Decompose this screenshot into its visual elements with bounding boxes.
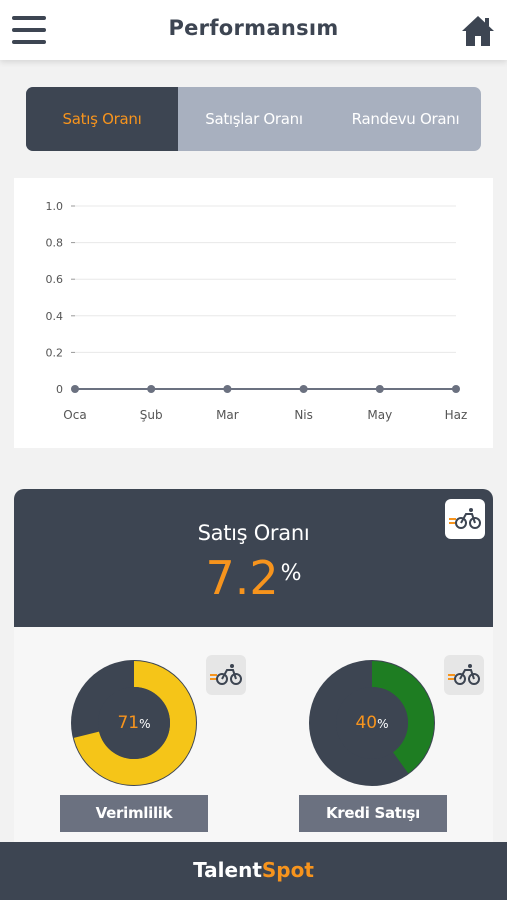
bicycle-icon bbox=[449, 508, 481, 529]
hamburger-icon-bar bbox=[12, 16, 46, 20]
gauge-label-kredi[interactable]: Kredi Satışı bbox=[299, 795, 447, 832]
stat-header: Satış Oranı 7.2% bbox=[14, 489, 493, 627]
bike-button-kredi[interactable] bbox=[444, 655, 484, 695]
bike-button-main[interactable] bbox=[445, 499, 485, 539]
stat-value-unit: % bbox=[280, 561, 302, 586]
data-point bbox=[147, 385, 156, 393]
data-point bbox=[299, 385, 308, 393]
tab-satislar-orani[interactable]: Satışlar Oranı bbox=[205, 110, 303, 128]
y-tick-label: 1.0 bbox=[46, 200, 64, 213]
bicycle-icon bbox=[210, 664, 242, 685]
stat-value-number: 7.2 bbox=[205, 551, 279, 605]
line-chart: 1.0 0.8 0.6 0.4 0.2 0 Oca Şub Mar Nis May Haz bbox=[14, 178, 493, 448]
gauge-label-verimlilik[interactable]: Verimlilik bbox=[60, 795, 208, 832]
x-tick-label: Haz bbox=[445, 408, 468, 422]
gauge-ring bbox=[71, 660, 197, 786]
tab-satis-orani[interactable]: Satış Oranı bbox=[26, 87, 178, 151]
app-header: Performansım bbox=[0, 0, 507, 60]
y-tick-label: 0.4 bbox=[46, 310, 64, 323]
x-tick-label: Oca bbox=[63, 408, 86, 422]
footer-brand: TalentSpot bbox=[0, 842, 507, 900]
stat-value: 7.2% bbox=[14, 551, 493, 605]
home-button[interactable] bbox=[461, 14, 495, 48]
x-tick-label: Şub bbox=[140, 408, 163, 422]
gauge-value: 71% bbox=[117, 713, 151, 733]
hamburger-icon-bar bbox=[12, 40, 46, 44]
hamburger-icon-bar bbox=[12, 28, 46, 32]
data-point bbox=[375, 385, 384, 393]
y-tick-label: 0.6 bbox=[46, 273, 64, 286]
stat-label: Satış Oranı bbox=[197, 521, 310, 545]
y-tick-label: 0.8 bbox=[46, 237, 64, 250]
brand-left: Talent bbox=[193, 858, 262, 882]
x-tick-label: Nis bbox=[294, 408, 313, 422]
bicycle-icon bbox=[448, 664, 480, 685]
data-point bbox=[223, 385, 232, 393]
gauge-ring bbox=[309, 660, 435, 786]
x-tick-label: May bbox=[367, 408, 392, 422]
y-tick-label: 0.2 bbox=[46, 346, 64, 359]
tab-bar: Satış Oranı Satışlar Oranı Randevu Oranı bbox=[26, 87, 481, 151]
gauge-kredi: 40% bbox=[308, 659, 436, 787]
data-point bbox=[452, 385, 460, 393]
gauge-value: 40% bbox=[355, 713, 389, 733]
page-title: Performansım bbox=[168, 16, 339, 40]
stat-card: Satış Oranı 7.2% bbox=[14, 489, 493, 849]
brand-right: Spot bbox=[261, 858, 314, 882]
home-icon bbox=[462, 16, 494, 46]
gauge-verimlilik: 71% bbox=[70, 659, 198, 787]
x-tick-label: Mar bbox=[216, 408, 239, 422]
bike-button-verimlilik[interactable] bbox=[206, 655, 246, 695]
data-point bbox=[71, 385, 79, 393]
y-tick-label: 0 bbox=[56, 383, 63, 396]
tab-randevu-orani[interactable]: Randevu Oranı bbox=[351, 110, 460, 128]
menu-button[interactable] bbox=[12, 14, 46, 46]
